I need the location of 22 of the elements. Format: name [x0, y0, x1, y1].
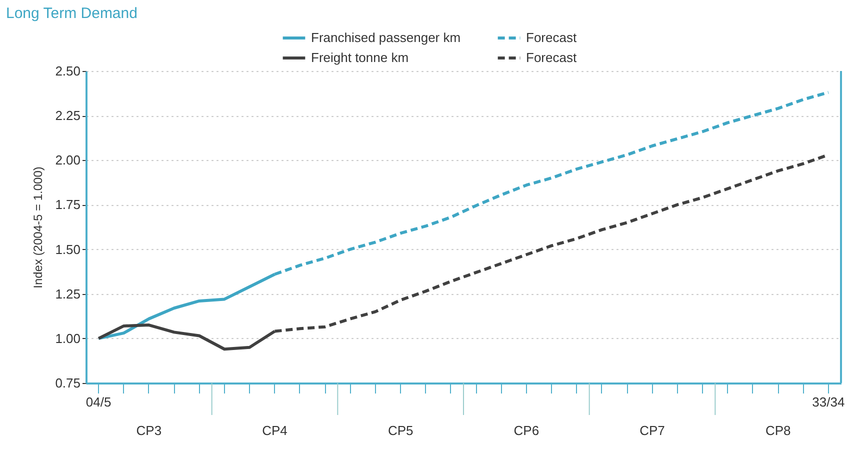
y-tick-label: 2.25: [55, 108, 80, 124]
text: CP4: [262, 423, 288, 438]
text: CP6: [514, 423, 540, 438]
y-tick-label: 2.50: [55, 64, 80, 78]
chart-title: Long Term Demand: [6, 5, 138, 22]
y-tick-label: 0.75: [55, 376, 80, 390]
legend-label: Franchised passenger km: [311, 30, 461, 45]
y-tick-label: 1.50: [55, 242, 80, 257]
y-tick-label: 1.25: [55, 286, 80, 302]
text: CP3: [136, 423, 162, 438]
legend-label: Forecast: [526, 30, 577, 45]
y-tick-label: 1.75: [55, 197, 80, 212]
x-tick-label: 04/5: [86, 394, 112, 410]
text: CP7: [640, 423, 665, 438]
y-tick-label: 2.00: [55, 152, 80, 168]
text: CP8: [765, 423, 791, 438]
x-tick-label: 33/34: [812, 394, 845, 410]
y-axis-title: Index (2004-5 = 1.000): [31, 166, 46, 288]
legend-label: Freight tonne km: [311, 50, 409, 65]
legend-label: Forecast: [526, 50, 577, 65]
text: CP5: [388, 423, 414, 438]
y-tick-label: 1.00: [55, 330, 80, 346]
